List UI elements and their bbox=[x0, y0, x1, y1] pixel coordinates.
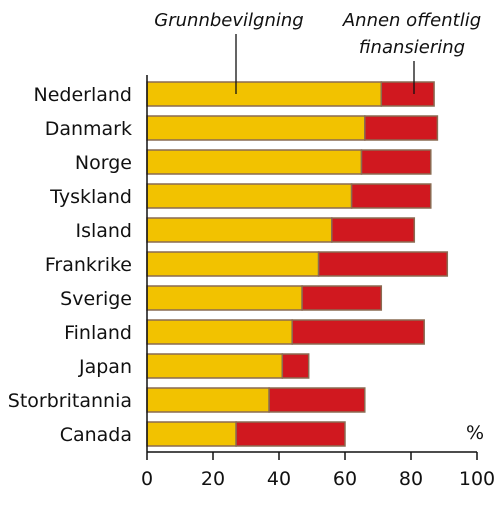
category-label-finland: Finland bbox=[64, 322, 132, 344]
legend-label-annen-line2: finansiering bbox=[359, 37, 465, 58]
category-label-japan: Japan bbox=[78, 356, 132, 378]
bar-nederland-series-2 bbox=[380, 81, 435, 107]
bar-tyskland-series-1 bbox=[146, 183, 353, 209]
category-label-frankrike: Frankrike bbox=[45, 254, 132, 276]
x-tick-label-80: 80 bbox=[399, 468, 423, 490]
bar-sverige-series-2 bbox=[301, 285, 383, 311]
bar-japan-series-2 bbox=[281, 353, 310, 379]
bar-island-series-1 bbox=[146, 217, 333, 243]
bar-japan-series-1 bbox=[146, 353, 284, 379]
x-tick-label-100: 100 bbox=[459, 468, 495, 490]
bar-danmark-series-2 bbox=[364, 115, 439, 141]
category-label-sverige: Sverige bbox=[60, 288, 132, 310]
bars-group bbox=[146, 81, 449, 447]
x-axis-ticks: 0 20 40 60 80 100 bbox=[141, 452, 495, 490]
category-label-norge: Norge bbox=[75, 152, 132, 174]
bar-norge-series-1 bbox=[146, 149, 363, 175]
category-label-danmark: Danmark bbox=[45, 118, 132, 140]
bar-danmark-series-1 bbox=[146, 115, 366, 141]
x-tick-label-40: 40 bbox=[267, 468, 291, 490]
category-label-canada: Canada bbox=[60, 424, 132, 446]
x-tick-label-20: 20 bbox=[201, 468, 225, 490]
category-label-nederland: Nederland bbox=[34, 84, 133, 106]
x-tick-label-0: 0 bbox=[141, 468, 153, 490]
bar-frankrike-series-1 bbox=[146, 251, 320, 277]
unit-label: % bbox=[466, 422, 484, 444]
category-label-island: Island bbox=[75, 220, 132, 242]
bar-tyskland-series-2 bbox=[350, 183, 432, 209]
category-label-storbritannia: Storbritannia bbox=[8, 390, 132, 412]
bar-island-series-2 bbox=[331, 217, 416, 243]
category-label-tyskland: Tyskland bbox=[49, 186, 132, 208]
bar-storbritannia-series-1 bbox=[146, 387, 270, 413]
bar-canada-series-2 bbox=[235, 421, 346, 447]
x-tick-label-60: 60 bbox=[333, 468, 357, 490]
bar-norge-series-2 bbox=[360, 149, 432, 175]
bar-sverige-series-1 bbox=[146, 285, 303, 311]
bar-storbritannia-series-2 bbox=[268, 387, 366, 413]
category-labels: Nederland Danmark Norge Tyskland Island Frank… bbox=[8, 84, 132, 446]
bar-frankrike-series-2 bbox=[317, 251, 449, 277]
legend-label-grunnbevilgning: Grunnbevilgning bbox=[154, 10, 303, 31]
bar-nederland-series-1 bbox=[146, 81, 383, 107]
bar-finland-series-2 bbox=[291, 319, 425, 345]
legend-label-annen-line1: Annen offentlig bbox=[342, 10, 481, 31]
bar-canada-series-1 bbox=[146, 421, 237, 447]
bar-finland-series-1 bbox=[146, 319, 293, 345]
